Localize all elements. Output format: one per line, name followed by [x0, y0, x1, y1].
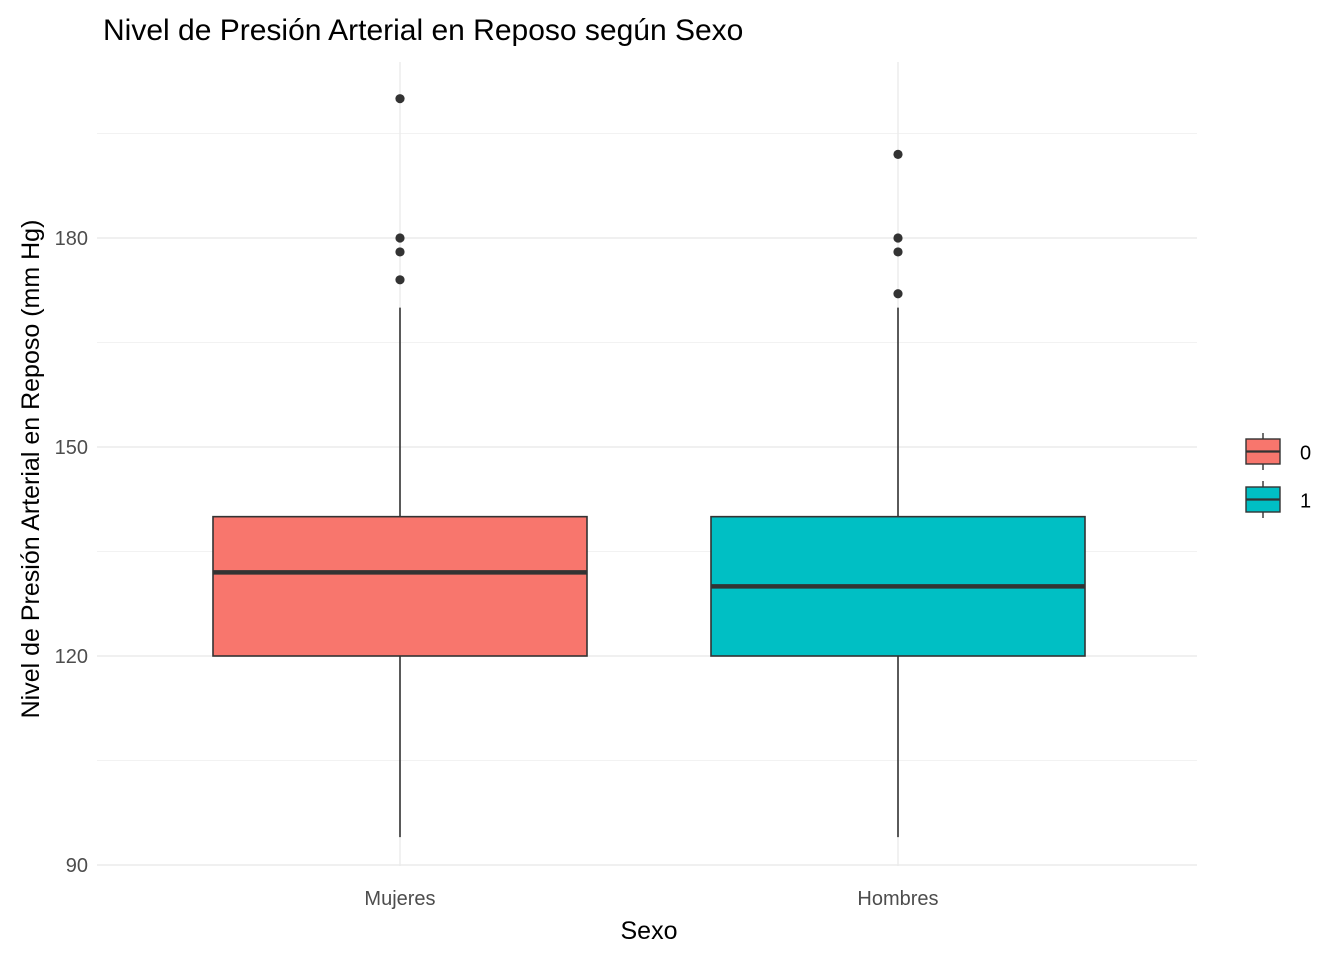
box-hombres — [710, 149, 1086, 838]
legend-key-0 — [1245, 433, 1281, 470]
legend-label: 0 — [1300, 443, 1311, 465]
x-axis-ticks: Mujeres Hombres — [364, 888, 938, 910]
y-axis-ticks: 90 120 150 180 — [55, 228, 88, 877]
outlier-point — [893, 233, 903, 243]
outlier-point — [893, 289, 903, 299]
box-mujeres — [212, 94, 588, 838]
outlier-point — [893, 247, 903, 257]
outlier-point — [395, 275, 405, 285]
outlier-point — [395, 247, 405, 257]
outlier-point — [395, 233, 405, 243]
y-tick-label: 150 — [55, 437, 88, 459]
legend-label: 1 — [1300, 491, 1311, 513]
x-tick-label: Mujeres — [364, 888, 435, 910]
outlier-point — [395, 94, 405, 104]
y-axis-title: Nivel de Presión Arterial en Reposo (mm … — [17, 220, 45, 719]
y-tick-label: 90 — [66, 855, 88, 877]
y-tick-label: 120 — [55, 646, 88, 668]
box-body — [212, 515, 588, 657]
legend: 01 — [1245, 433, 1311, 518]
outlier-point — [893, 149, 903, 159]
x-axis-title: Sexo — [621, 917, 678, 945]
boxes — [212, 94, 1086, 838]
grid — [97, 62, 1197, 866]
chart-title: Nivel de Presión Arterial en Reposo segú… — [103, 14, 743, 47]
x-tick-label: Hombres — [857, 888, 938, 910]
legend-key-1 — [1245, 481, 1281, 518]
y-tick-label: 180 — [55, 228, 88, 250]
